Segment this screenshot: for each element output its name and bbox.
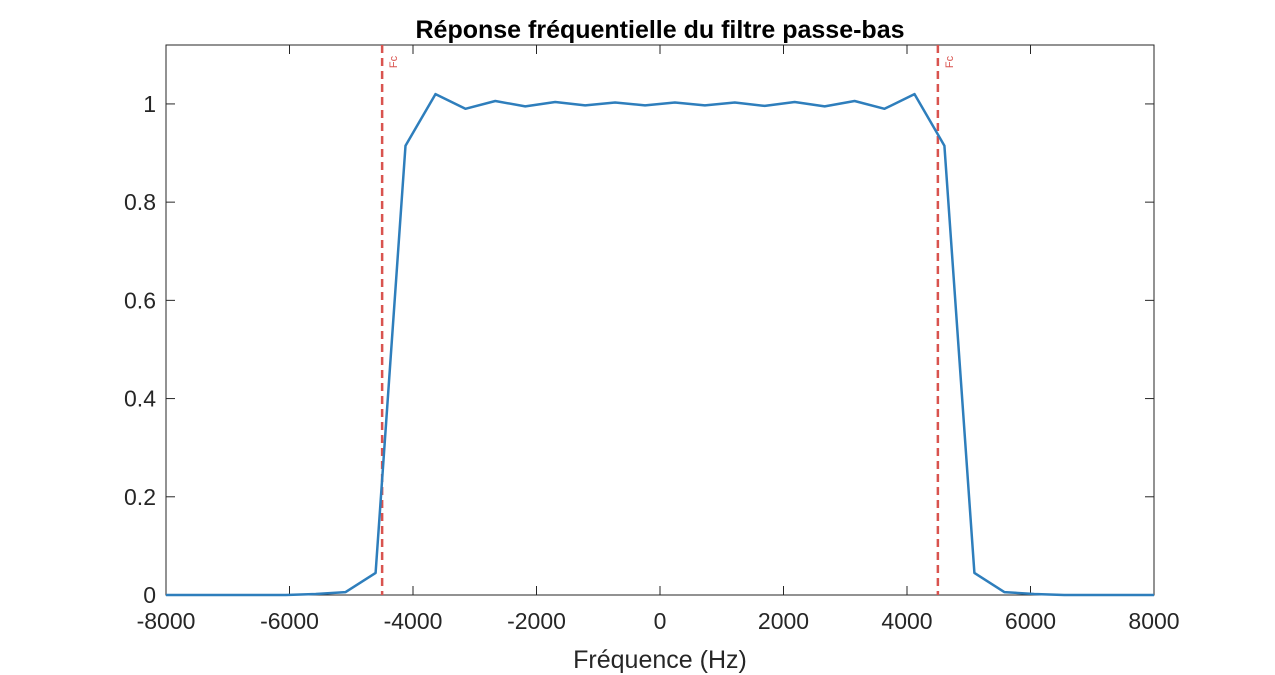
y-tick-label: 0.4 bbox=[124, 386, 156, 412]
x-tick-label: 0 bbox=[654, 608, 667, 634]
x-tick-label: 8000 bbox=[1128, 608, 1179, 634]
x-tick-label: -2000 bbox=[507, 608, 566, 634]
axis-ticks: -8000 -6000 -4000 -2000 0 2000 4000 6000 8000 0 0.… bbox=[124, 45, 1180, 634]
chart-title: Réponse fréquentielle du filtre passe-ba… bbox=[415, 16, 904, 44]
y-tick-label: 0 bbox=[143, 582, 156, 608]
axes-box bbox=[165, 44, 1155, 596]
cutoff-label: Fc bbox=[944, 55, 956, 68]
y-tick-label: 0.6 bbox=[124, 287, 156, 313]
x-tick-label: 6000 bbox=[1005, 608, 1056, 634]
cutoff-lines: Fc Fc bbox=[380, 45, 956, 595]
x-tick-label: -6000 bbox=[260, 608, 319, 634]
cutoff-label: Fc bbox=[388, 55, 400, 68]
series-line bbox=[166, 92, 1154, 597]
x-tick-label: -8000 bbox=[137, 608, 196, 634]
x-tick-label: 4000 bbox=[881, 608, 932, 634]
series-layer bbox=[166, 92, 1154, 597]
y-tick-label: 0.2 bbox=[124, 484, 156, 510]
y-tick-label: 1 bbox=[143, 91, 156, 117]
y-tick-label: 0.8 bbox=[124, 189, 156, 215]
x-tick-label: -4000 bbox=[384, 608, 443, 634]
x-tick-label: 2000 bbox=[758, 608, 809, 634]
x-axis-label: Fréquence (Hz) bbox=[573, 646, 747, 674]
